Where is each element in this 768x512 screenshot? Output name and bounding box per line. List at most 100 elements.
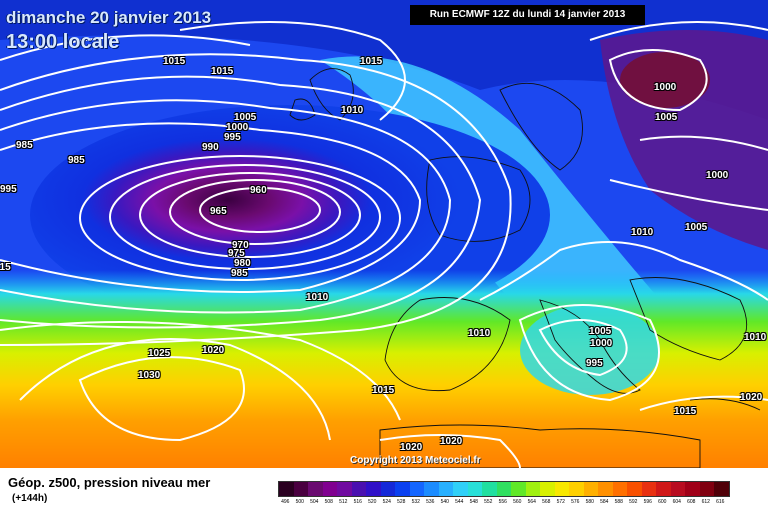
color-scale-value: 600 [658, 499, 667, 505]
isobar-label: 1000 [590, 338, 613, 349]
isobar-label: 1020 [740, 392, 763, 403]
color-scale-cell [409, 482, 424, 496]
color-scale-cell [293, 482, 308, 496]
italy-cold-pool [520, 305, 660, 395]
color-scale-value: 584 [600, 499, 609, 505]
color-scale-cell [612, 482, 627, 496]
color-scale-cell [569, 482, 584, 496]
color-scale-value: 496 [281, 499, 290, 505]
isobar-label: 1010 [631, 227, 654, 238]
color-scale-cell [511, 482, 526, 496]
color-scale-cell [438, 482, 453, 496]
color-scale-cell [554, 482, 569, 496]
color-scale-value: 556 [498, 499, 507, 505]
forecast-time: 13:00 locale [6, 31, 120, 53]
color-scale-value: 552 [484, 499, 493, 505]
color-scale-value: 540 [440, 499, 449, 505]
color-scale-cell [380, 482, 395, 496]
color-scale-cell [453, 482, 468, 496]
isobar-label: 1005 [655, 112, 678, 123]
color-scale-value: 504 [310, 499, 319, 505]
isobar-label: 970 [232, 240, 249, 251]
weather-map: 1015101510151010100510009959909859859950… [0, 0, 768, 468]
isobar-label: 995 [224, 132, 241, 143]
color-scale-cell [670, 482, 685, 496]
color-scale-value: 536 [426, 499, 435, 505]
color-scale-value: 500 [295, 499, 304, 505]
color-scale-value: 580 [585, 499, 594, 505]
color-scale-cell [395, 482, 410, 496]
isobar-label: 1020 [202, 345, 225, 356]
isobar-label: 1010 [744, 332, 767, 343]
isobar-label: 1010 [306, 292, 329, 303]
legend-title: Géop. z500, pression niveau mer [8, 475, 211, 490]
copyright-text: Copyright 2013 Meteociel.fr [350, 455, 481, 466]
isobar-label: 990 [202, 142, 219, 153]
color-scale-value: 588 [614, 499, 623, 505]
isobar-label: 1000 [706, 170, 729, 181]
color-scale-value: 592 [629, 499, 638, 505]
isobar-label: 1020 [440, 436, 463, 447]
color-scale-cell [322, 482, 337, 496]
isobar-label: 965 [210, 206, 227, 217]
color-scale-value: 548 [469, 499, 478, 505]
northeast-core [620, 52, 710, 108]
isobar-label: 1015 [674, 406, 697, 417]
color-scale-cell [482, 482, 497, 496]
color-scale-value: 564 [527, 499, 536, 505]
color-scale-value: 616 [716, 499, 725, 505]
isobar-lines [0, 21, 768, 468]
isobar-label: 1030 [138, 370, 161, 381]
isobar-label: 1000 [226, 122, 249, 133]
isobar-label: 1015 [360, 56, 383, 67]
color-scale-cell [308, 482, 323, 496]
isobar-label: 985 [68, 155, 85, 166]
color-scale-cell [540, 482, 555, 496]
isobar-label: 1005 [234, 112, 257, 123]
isobar-label: 995 [0, 184, 17, 195]
color-scale-cell [627, 482, 642, 496]
color-scale-value: 512 [339, 499, 348, 505]
isobar-label: 985 [231, 268, 248, 279]
color-scale-cell [496, 482, 511, 496]
color-scale-value: 604 [672, 499, 681, 505]
legend-subtitle: (+144h) [12, 493, 48, 504]
color-scale-cell [279, 482, 294, 496]
color-scale-cell [699, 482, 714, 496]
isobar-label: 1005 [589, 326, 612, 337]
color-scale-cell [641, 482, 656, 496]
isobar-label: 1005 [685, 222, 708, 233]
color-scale-cell [467, 482, 482, 496]
color-scale-cell [598, 482, 613, 496]
color-scale-bar [278, 481, 730, 497]
color-scale-value: 612 [701, 499, 710, 505]
color-scale-value: 516 [353, 499, 362, 505]
isobar-label: 1015 [211, 66, 234, 77]
color-scale-value: 508 [324, 499, 333, 505]
color-scale-value: 608 [687, 499, 696, 505]
color-scale-cell [714, 482, 729, 496]
isobar-label: 1015 [372, 385, 395, 396]
color-scale-value: 532 [411, 499, 420, 505]
color-scale-cell [525, 482, 540, 496]
color-scale-cell [337, 482, 352, 496]
isobar-label: 980 [234, 258, 251, 269]
isobar-label: 985 [16, 140, 33, 151]
isobar-label: 015 [0, 262, 11, 273]
run-info-box: Run ECMWF 12Z du lundi 14 janvier 2013 [410, 5, 645, 25]
color-scale-value: 576 [571, 499, 580, 505]
color-scale-value: 596 [643, 499, 652, 505]
color-scale-value: 544 [455, 499, 464, 505]
map-canvas [0, 0, 768, 468]
color-scale-cell [366, 482, 381, 496]
color-scale-cell [424, 482, 439, 496]
isobar-label: 1000 [654, 82, 677, 93]
legend-footer: Géop. z500, pression niveau mer (+144h) … [0, 468, 768, 512]
color-scale-cell [685, 482, 700, 496]
isobar-label: 1015 [163, 56, 186, 67]
isobar-label: 960 [250, 185, 267, 196]
color-scale-value: 520 [368, 499, 377, 505]
color-scale-value: 524 [382, 499, 391, 505]
isobar-label: 995 [586, 358, 603, 369]
